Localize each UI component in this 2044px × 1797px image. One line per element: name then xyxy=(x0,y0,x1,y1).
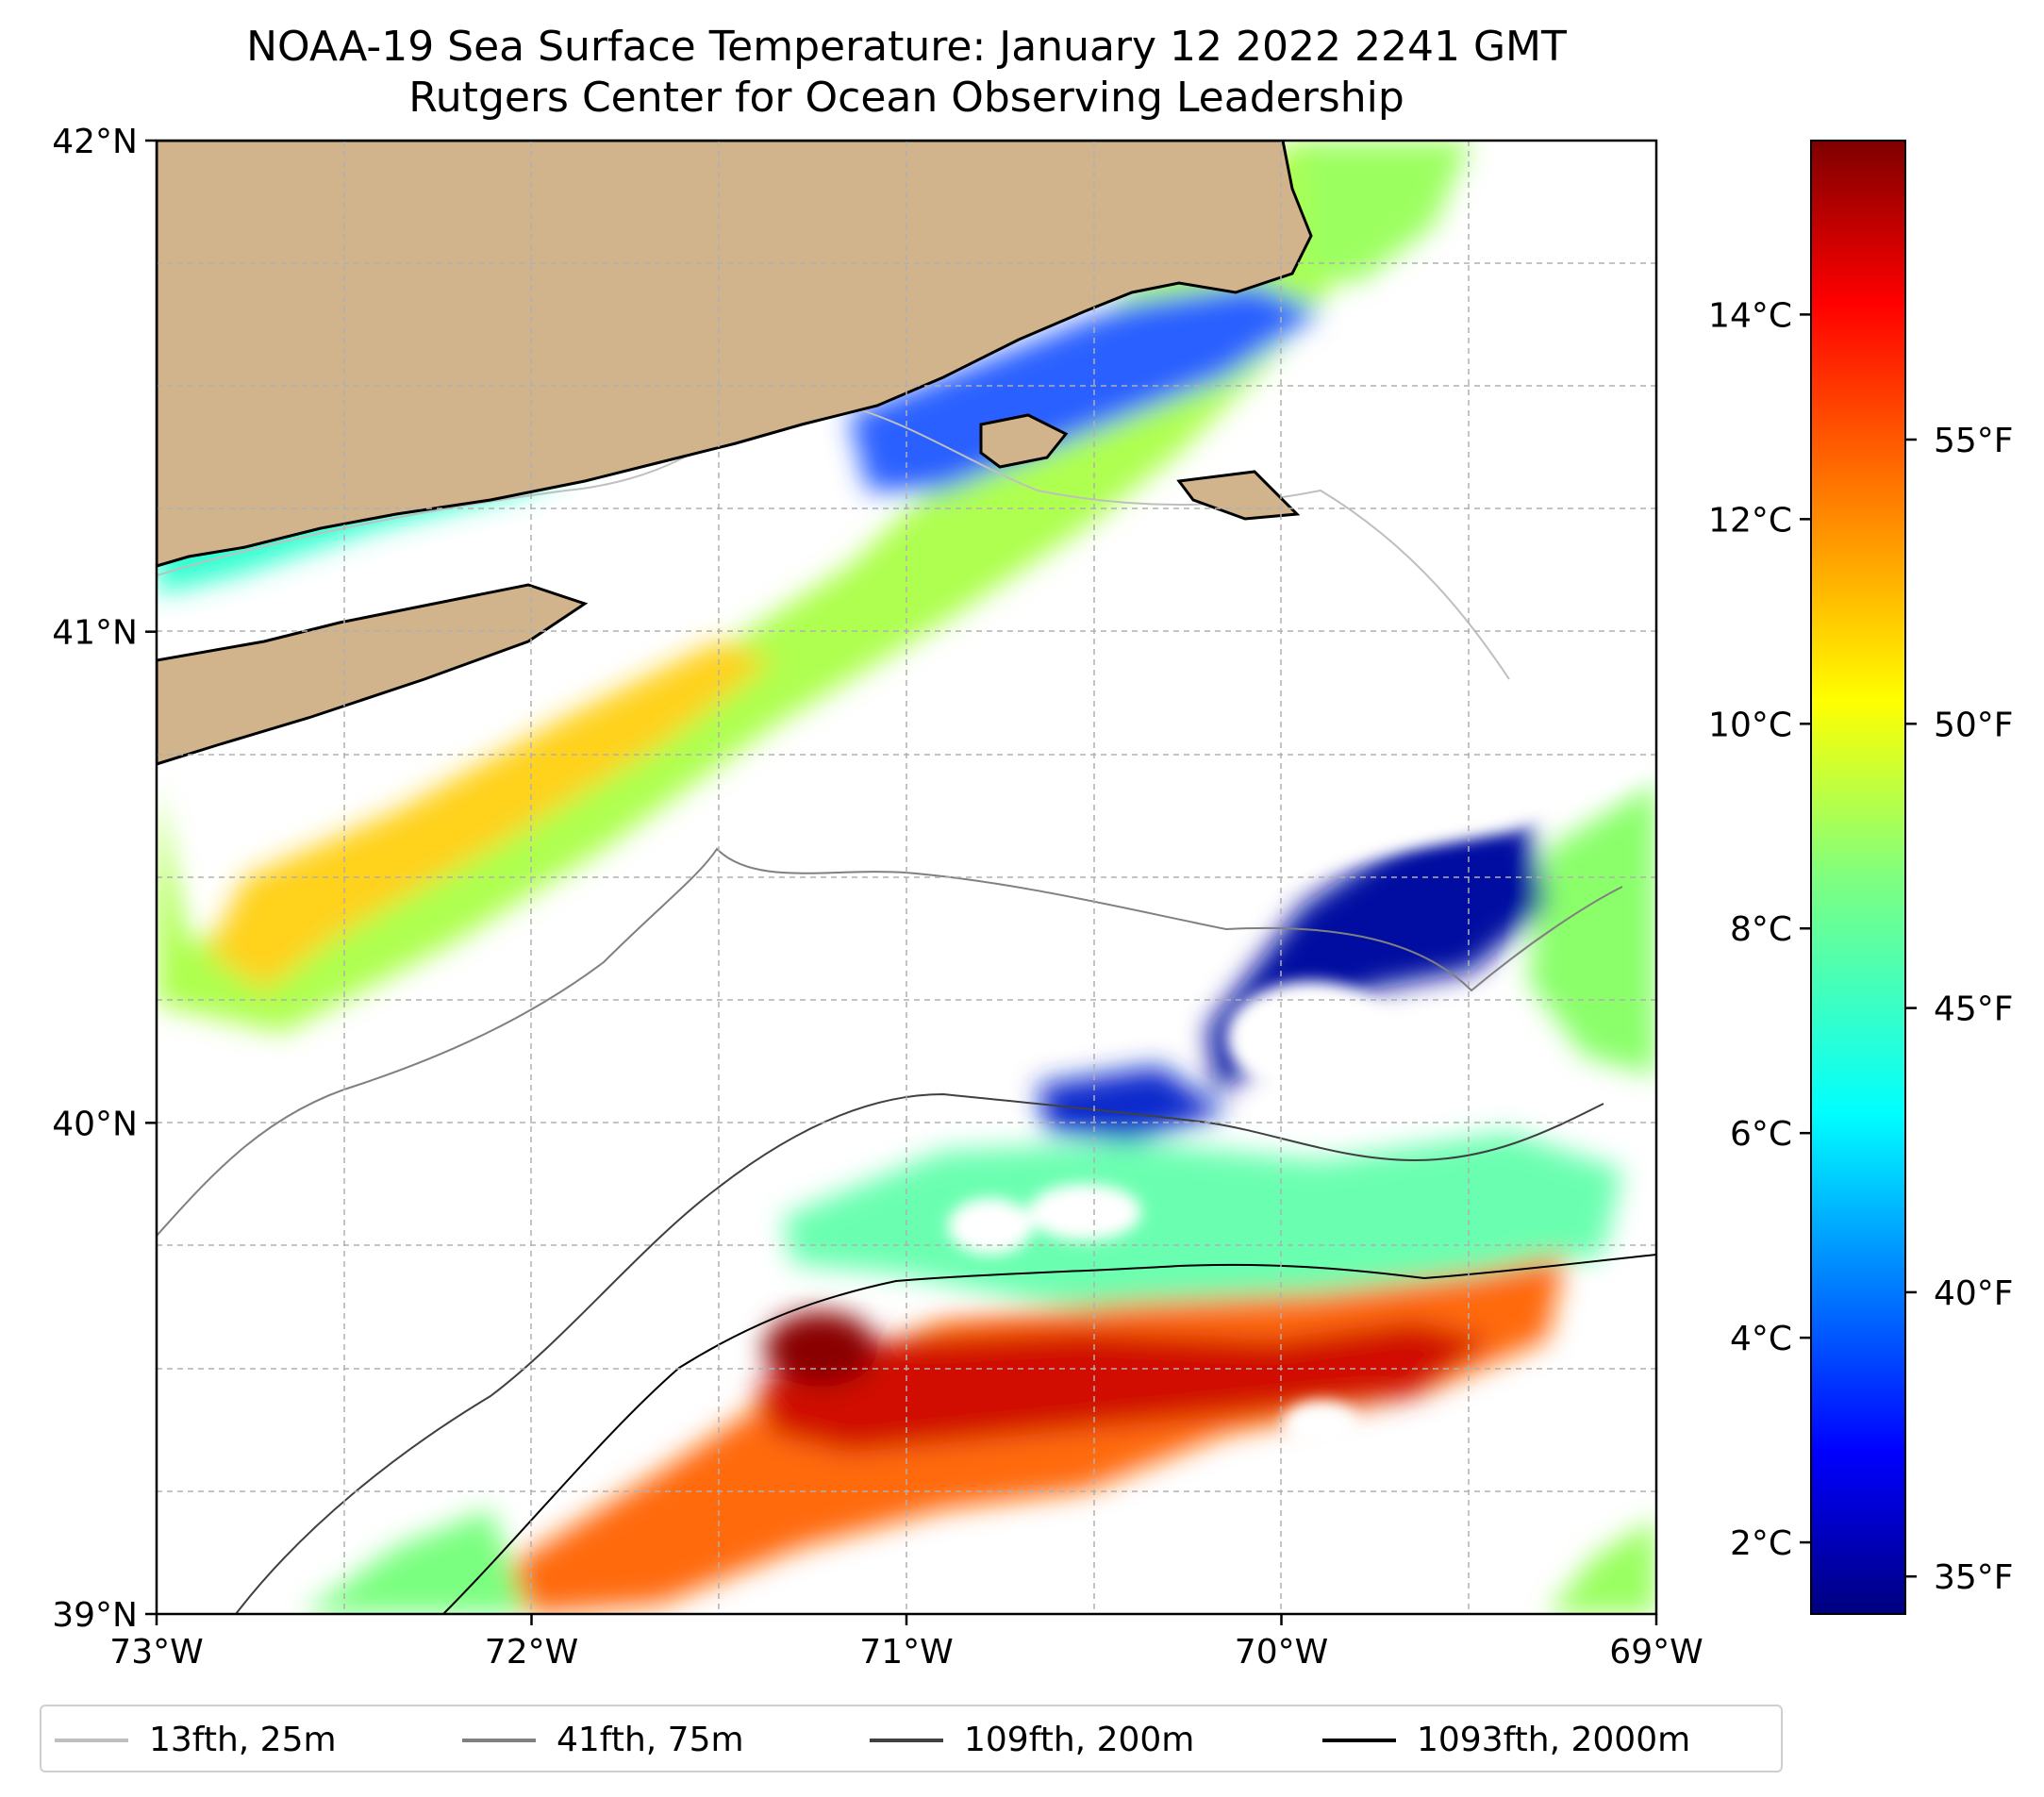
map-plot-area xyxy=(157,141,1656,1614)
legend-label-25m: 13fth, 25m xyxy=(149,1721,337,1759)
fahrenheit-tick-label: 35°F xyxy=(1934,1558,2014,1597)
lon-tick-label: 72°W xyxy=(485,1633,578,1672)
celsius-tick-label: 6°C xyxy=(1730,1115,1792,1154)
gridlines xyxy=(157,141,1656,1614)
celsius-tick-label: 4°C xyxy=(1730,1320,1792,1358)
land-long-island xyxy=(157,583,589,766)
legend-swatch-25m xyxy=(55,1739,128,1742)
contour-2000m xyxy=(442,1254,1656,1614)
contour-200m xyxy=(235,1092,1604,1614)
lat-tick-label: 41°N xyxy=(52,614,138,653)
legend-item-25m: 13fth, 25m xyxy=(55,1723,337,1757)
land-marthas-vineyard xyxy=(979,413,1069,469)
colorbar xyxy=(1810,140,1906,1615)
legend-item-75m: 41fth, 75m xyxy=(462,1723,744,1757)
fahrenheit-tick-label: 45°F xyxy=(1934,990,2014,1029)
chart-title: NOAA-19 Sea Surface Temperature: January… xyxy=(246,23,1567,71)
legend-label-75m: 41fth, 75m xyxy=(557,1721,744,1759)
chart-subtitle: Rutgers Center for Ocean Observing Leade… xyxy=(408,74,1404,122)
legend-swatch-2000m xyxy=(1322,1739,1396,1742)
sst-se-green xyxy=(1547,1519,1656,1614)
lon-tick-label: 69°W xyxy=(1609,1633,1703,1672)
sst-warm-core xyxy=(755,1321,1490,1453)
lon-tick-label: 73°W xyxy=(109,1633,203,1672)
celsius-tick-label: 10°C xyxy=(1708,706,1792,744)
fahrenheit-tick-label: 50°F xyxy=(1934,706,2014,744)
sst-east-green xyxy=(1528,783,1656,1075)
legend-item-2000m: 1093fth, 2000m xyxy=(1322,1723,1690,1757)
lon-tick-label: 71°W xyxy=(859,1633,953,1672)
sst-shelf-warm xyxy=(208,641,773,990)
legend-label-2000m: 1093fth, 2000m xyxy=(1417,1721,1691,1759)
contour-75m xyxy=(157,847,1623,1237)
celsius-tick-label: 2°C xyxy=(1730,1524,1792,1563)
contour-legend: 13fth, 25m 41fth, 75m 109fth, 200m 1093f… xyxy=(40,1705,1783,1772)
lat-tick-label: 42°N xyxy=(52,123,138,161)
lat-tick-label: 40°N xyxy=(52,1105,138,1143)
legend-swatch-200m xyxy=(870,1739,943,1742)
cloud-mask xyxy=(528,528,1641,1448)
celsius-tick-label: 12°C xyxy=(1708,501,1792,540)
fahrenheit-tick-label: 40°F xyxy=(1934,1274,2014,1313)
sst-hot-spot xyxy=(764,1311,877,1387)
sst-sound-blue xyxy=(849,283,1321,491)
sst-south-green xyxy=(302,1509,528,1614)
land-masses xyxy=(157,141,1313,766)
fahrenheit-tick-label: 55°F xyxy=(1934,422,2014,460)
lat-tick-label: 39°N xyxy=(52,1596,138,1635)
legend-label-200m: 109fth, 200m xyxy=(964,1721,1195,1759)
sst-slope-mixed xyxy=(783,1132,1622,1321)
land-nantucket xyxy=(1176,470,1301,521)
colorbar-fahrenheit-axis: 35°F 40°F 45°F 50°F 55°F xyxy=(1905,422,2014,1597)
sst-gulfmaine-green xyxy=(1302,141,1471,283)
celsius-tick-label: 8°C xyxy=(1730,910,1792,949)
lon-tick-label: 70°W xyxy=(1235,1633,1328,1672)
longitude-axis: 73°W 72°W 71°W 70°W 69°W xyxy=(109,1614,1703,1672)
legend-item-200m: 109fth, 200m xyxy=(870,1723,1194,1757)
latitude-axis: 42°N 41°N 40°N 39°N xyxy=(52,123,157,1635)
land-new-england xyxy=(157,141,1313,568)
colorbar-celsius-axis: 2°C 4°C 6°C 8°C 10°C 12°C 14°C xyxy=(1708,296,1811,1563)
bathymetry-contours xyxy=(157,398,1656,1614)
legend-swatch-75m xyxy=(462,1739,536,1742)
celsius-tick-label: 14°C xyxy=(1708,296,1792,335)
